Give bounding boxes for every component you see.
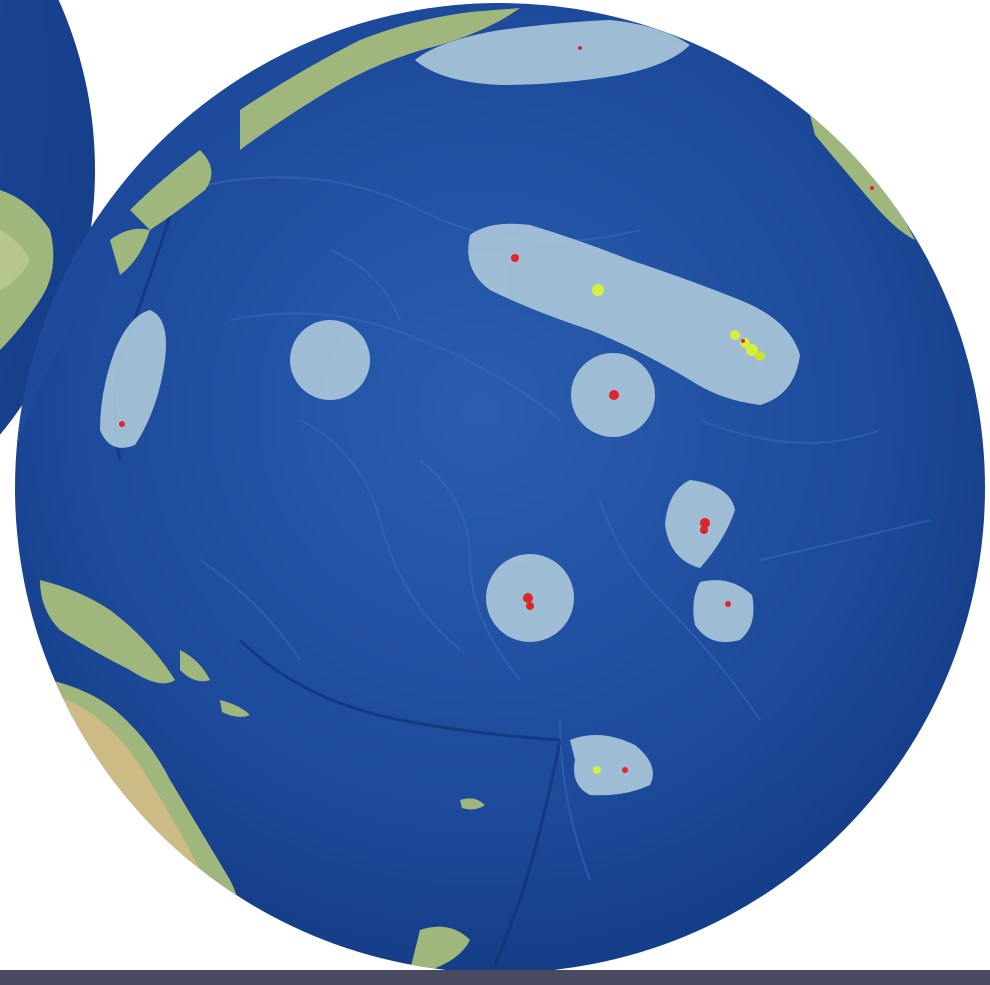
protected-zones — [100, 20, 800, 796]
zone-aleutian-area[interactable] — [415, 20, 690, 85]
site-marker-red[interactable] — [119, 421, 125, 427]
site-marker-red[interactable] — [870, 186, 874, 190]
site-marker-red[interactable] — [741, 339, 745, 343]
site-marker-yellow[interactable] — [730, 330, 740, 340]
new-zealand — [410, 926, 470, 970]
site-marker-red[interactable] — [578, 46, 582, 50]
site-marker-red[interactable] — [526, 602, 534, 610]
site-marker-yellow[interactable] — [593, 766, 601, 774]
zone-northwestern-hawaiian-chain[interactable] — [468, 223, 800, 405]
site-marker-red[interactable] — [622, 767, 628, 773]
site-marker-red[interactable] — [523, 593, 533, 603]
site-marker-yellow[interactable] — [592, 284, 604, 296]
asia-coast — [240, 8, 520, 150]
site-marker-red[interactable] — [700, 518, 710, 528]
site-marker-red[interactable] — [609, 390, 619, 400]
japan-south — [110, 228, 150, 275]
site-marker-red[interactable] — [511, 254, 519, 262]
japan-north — [130, 150, 212, 230]
site-marker-yellow[interactable] — [746, 344, 758, 356]
secondary-globe — [0, 0, 95, 435]
secondary-landmass — [0, 190, 54, 350]
zone-mariana-area[interactable] — [100, 310, 166, 448]
zone-kingman-palmyra-area[interactable] — [665, 480, 735, 568]
north-america-coast — [810, 115, 915, 240]
new-guinea — [40, 580, 175, 684]
site-marker-red[interactable] — [700, 526, 708, 534]
zone-american-samoa-area[interactable] — [570, 735, 653, 796]
site-markers — [119, 46, 874, 774]
bottom-bar — [0, 970, 990, 985]
site-marker-red[interactable] — [725, 601, 731, 607]
zone-wake-area[interactable] — [290, 320, 370, 400]
zone-jarvis-area[interactable] — [693, 580, 754, 643]
site-marker-yellow[interactable] — [755, 351, 765, 361]
